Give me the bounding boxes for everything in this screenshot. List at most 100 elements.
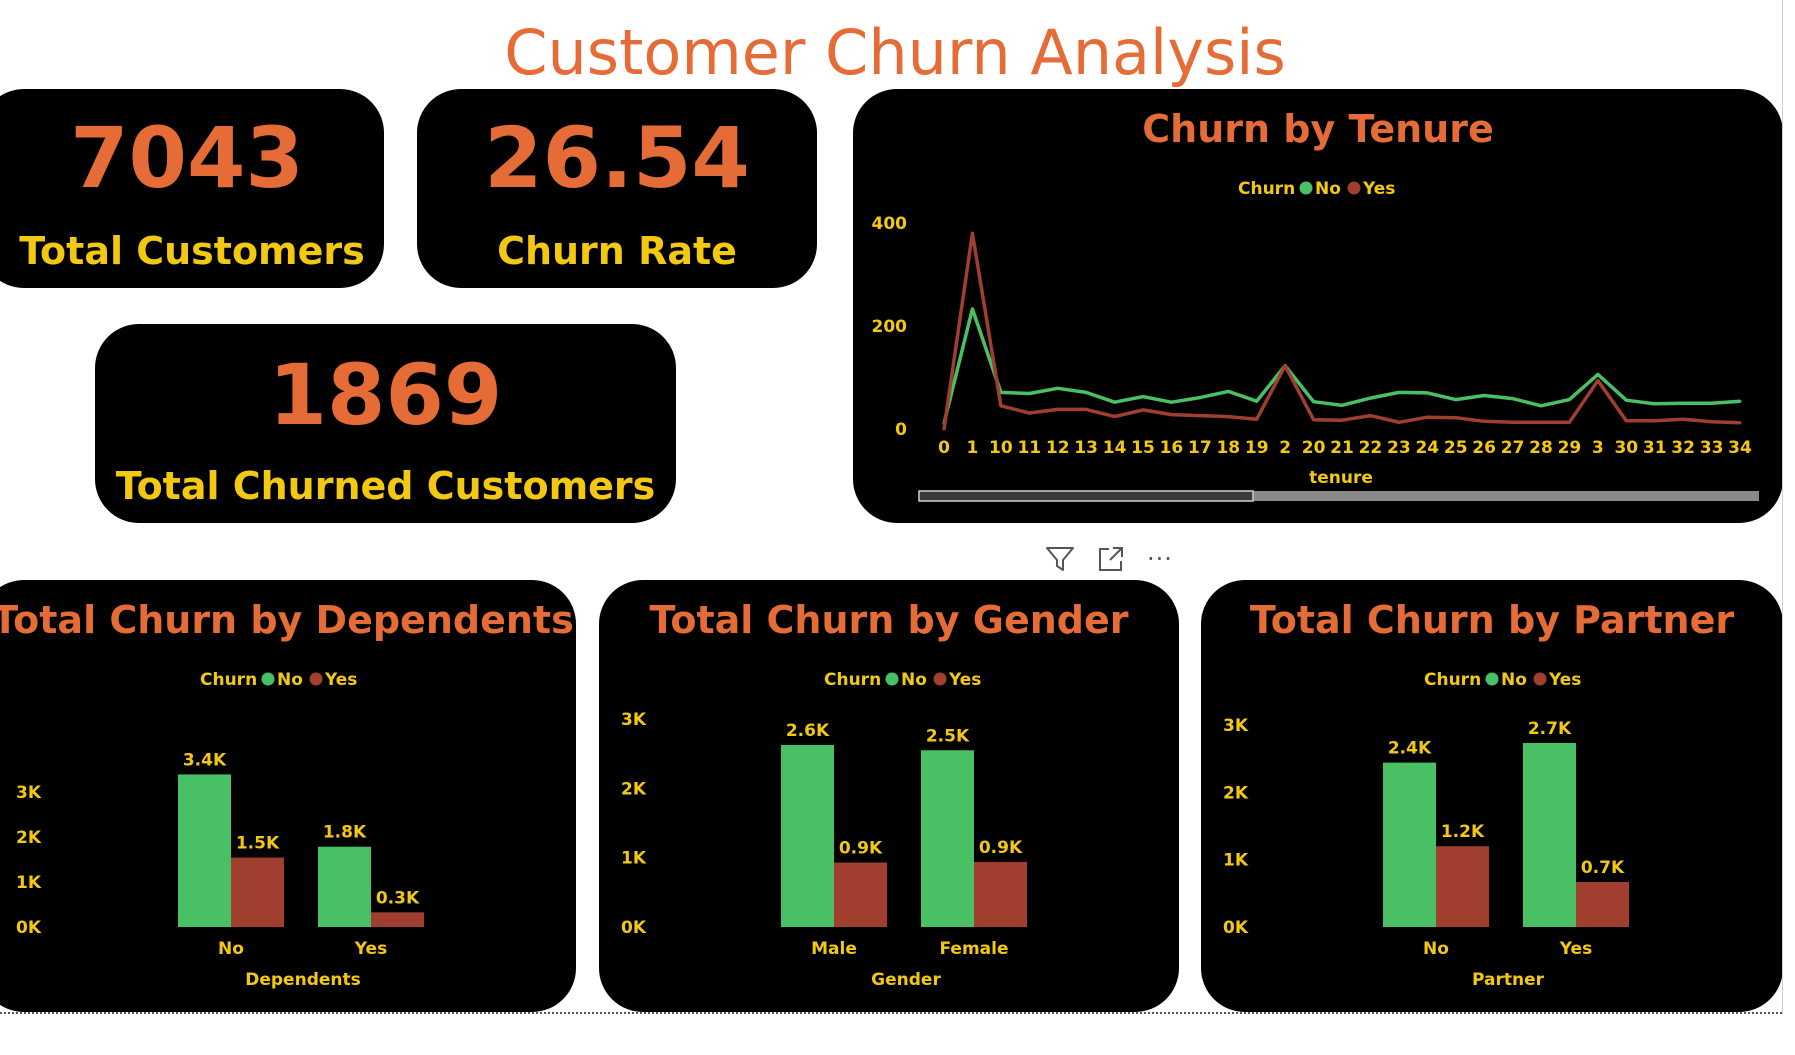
x-tick-label: 2 [1279, 438, 1291, 458]
data-point-yes [1084, 407, 1088, 411]
x-tick-label: 1 [967, 438, 979, 458]
data-point-no [1056, 386, 1060, 390]
data-label: 0.3K [376, 888, 420, 908]
data-label: 2.6K [786, 721, 830, 741]
data-point-yes [1027, 411, 1031, 415]
data-point-yes [1397, 420, 1401, 424]
x-tick-label: 0 [938, 438, 950, 458]
x-tick-label: 20 [1302, 438, 1326, 458]
data-label: 1.8K [323, 823, 367, 843]
data-point-no [1226, 389, 1230, 393]
churn-by-gender-card[interactable]: Total Churn by Gender Churn No Yes 0K 1K 2K 3K… [599, 580, 1179, 1012]
scrollbar-thumb [918, 490, 1254, 502]
filter-icon[interactable] [1045, 545, 1075, 573]
data-point-yes [1283, 364, 1287, 368]
data-point-no [1539, 404, 1543, 408]
x-tick-label: 12 [1046, 438, 1070, 458]
x-tick-label: 10 [989, 438, 1013, 458]
page-title: Customer Churn Analysis [504, 16, 1286, 89]
churn-by-dependents-card[interactable]: Total Churn by Dependents Churn No Yes 0K 1K… [0, 580, 576, 1012]
bar-yes-no [231, 857, 284, 927]
more-options-icon[interactable]: ··· [1147, 545, 1173, 573]
x-tick-label: Yes [1559, 939, 1592, 959]
data-label: 1.5K [236, 834, 280, 854]
data-point-yes [1596, 379, 1600, 383]
y-tick-label: 400 [872, 214, 908, 234]
y-tick-label: 0K [1223, 918, 1249, 938]
bar-no-no [178, 774, 231, 927]
x-tick-label: 29 [1558, 438, 1582, 458]
x-tick-label: 18 [1216, 438, 1240, 458]
x-tick-label: 22 [1359, 438, 1383, 458]
data-point-yes [1681, 417, 1685, 421]
data-point-yes [1141, 408, 1145, 412]
churn-by-gender-title: Total Churn by Gender [649, 598, 1129, 642]
legend-label-yes: Yes [1548, 670, 1581, 690]
y-tick-label: 1K [16, 873, 42, 893]
data-point-no [1027, 391, 1031, 395]
y-tick-label: 1K [1223, 851, 1249, 871]
data-point-no [1113, 400, 1117, 404]
churn-by-gender-chart: Churn No Yes 0K 1K 2K 3K 2.6K 0.9K Male 2.5K 0.9K Fe… [621, 670, 1027, 990]
data-point-no [1567, 398, 1571, 402]
kpi-churned-card[interactable]: 1869 Total Churned Customers [95, 324, 676, 523]
focus-mode-icon[interactable] [1097, 545, 1125, 573]
data-point-yes [1710, 420, 1714, 424]
legend-title: Churn [1238, 179, 1295, 199]
scrollbar-track [919, 491, 1759, 501]
bar-no-yes [318, 846, 371, 927]
bar-no-yes [1523, 742, 1576, 927]
data-point-yes [1738, 421, 1742, 425]
legend-label-no: No [901, 670, 927, 690]
x-tick-label: 30 [1614, 438, 1638, 458]
y-tick-label: 2K [1223, 783, 1249, 803]
data-point-no [1681, 401, 1685, 405]
x-tick-label: 13 [1074, 438, 1098, 458]
kpi-churn-rate-card[interactable]: 26.54 Churn Rate [417, 89, 817, 288]
legend-marker-yes [933, 672, 947, 686]
x-tick-label: 11 [1017, 438, 1041, 458]
data-point-no [970, 307, 974, 311]
x-tick-label: Yes [354, 939, 387, 959]
visual-toolbar: ··· [1045, 542, 1173, 576]
kpi-churned-value: 1869 [268, 346, 503, 444]
legend-label-no: No [1315, 179, 1341, 199]
data-point-no [1340, 403, 1344, 407]
data-point-yes [1113, 415, 1117, 419]
x-tick-label: Female [940, 939, 1009, 959]
kpi-total-customers-card[interactable]: 7043 Total Customers [0, 89, 384, 288]
legend-title: Churn [1424, 670, 1481, 690]
data-point-yes [942, 427, 946, 431]
legend-marker-yes [1347, 181, 1361, 195]
x-tick-label: No [1423, 939, 1449, 959]
data-point-yes [1312, 418, 1316, 422]
y-tick-label: 2K [621, 779, 647, 799]
legend-marker-no [261, 672, 275, 686]
data-label: 1.2K [1441, 822, 1485, 842]
bar-no-female [921, 750, 974, 927]
x-tick-label: Male [811, 939, 857, 959]
legend-marker-no [1485, 672, 1499, 686]
x-tick-label: 14 [1103, 438, 1127, 458]
data-point-no [1425, 391, 1429, 395]
churn-by-tenure-card[interactable]: Churn by Tenure Churn No Yes 0 200 400 0 1 10 11 1… [853, 89, 1783, 523]
legend-label-yes: Yes [324, 670, 357, 690]
x-tick-label: 28 [1529, 438, 1553, 458]
data-point-no [1738, 399, 1742, 403]
x-tick-label: 33 [1700, 438, 1724, 458]
bar-no-male [781, 745, 834, 927]
data-point-no [1198, 396, 1202, 400]
churn-by-partner-card[interactable]: Total Churn by Partner Churn No Yes 0K 1K 2K 3… [1201, 580, 1783, 1012]
y-tick-label: 3K [621, 710, 647, 730]
x-tick-label: 34 [1728, 438, 1752, 458]
data-label: 3.4K [183, 750, 227, 770]
data-point-no [1368, 396, 1372, 400]
data-label: 0.7K [1581, 858, 1625, 878]
bar-no-no [1383, 762, 1436, 927]
x-tick-label: 16 [1160, 438, 1184, 458]
x-tick-label: 32 [1671, 438, 1695, 458]
y-tick-label: 0 [895, 420, 907, 440]
y-tick-label: 0K [621, 918, 647, 938]
series-line-yes [942, 231, 1741, 430]
data-point-no [1710, 401, 1714, 405]
